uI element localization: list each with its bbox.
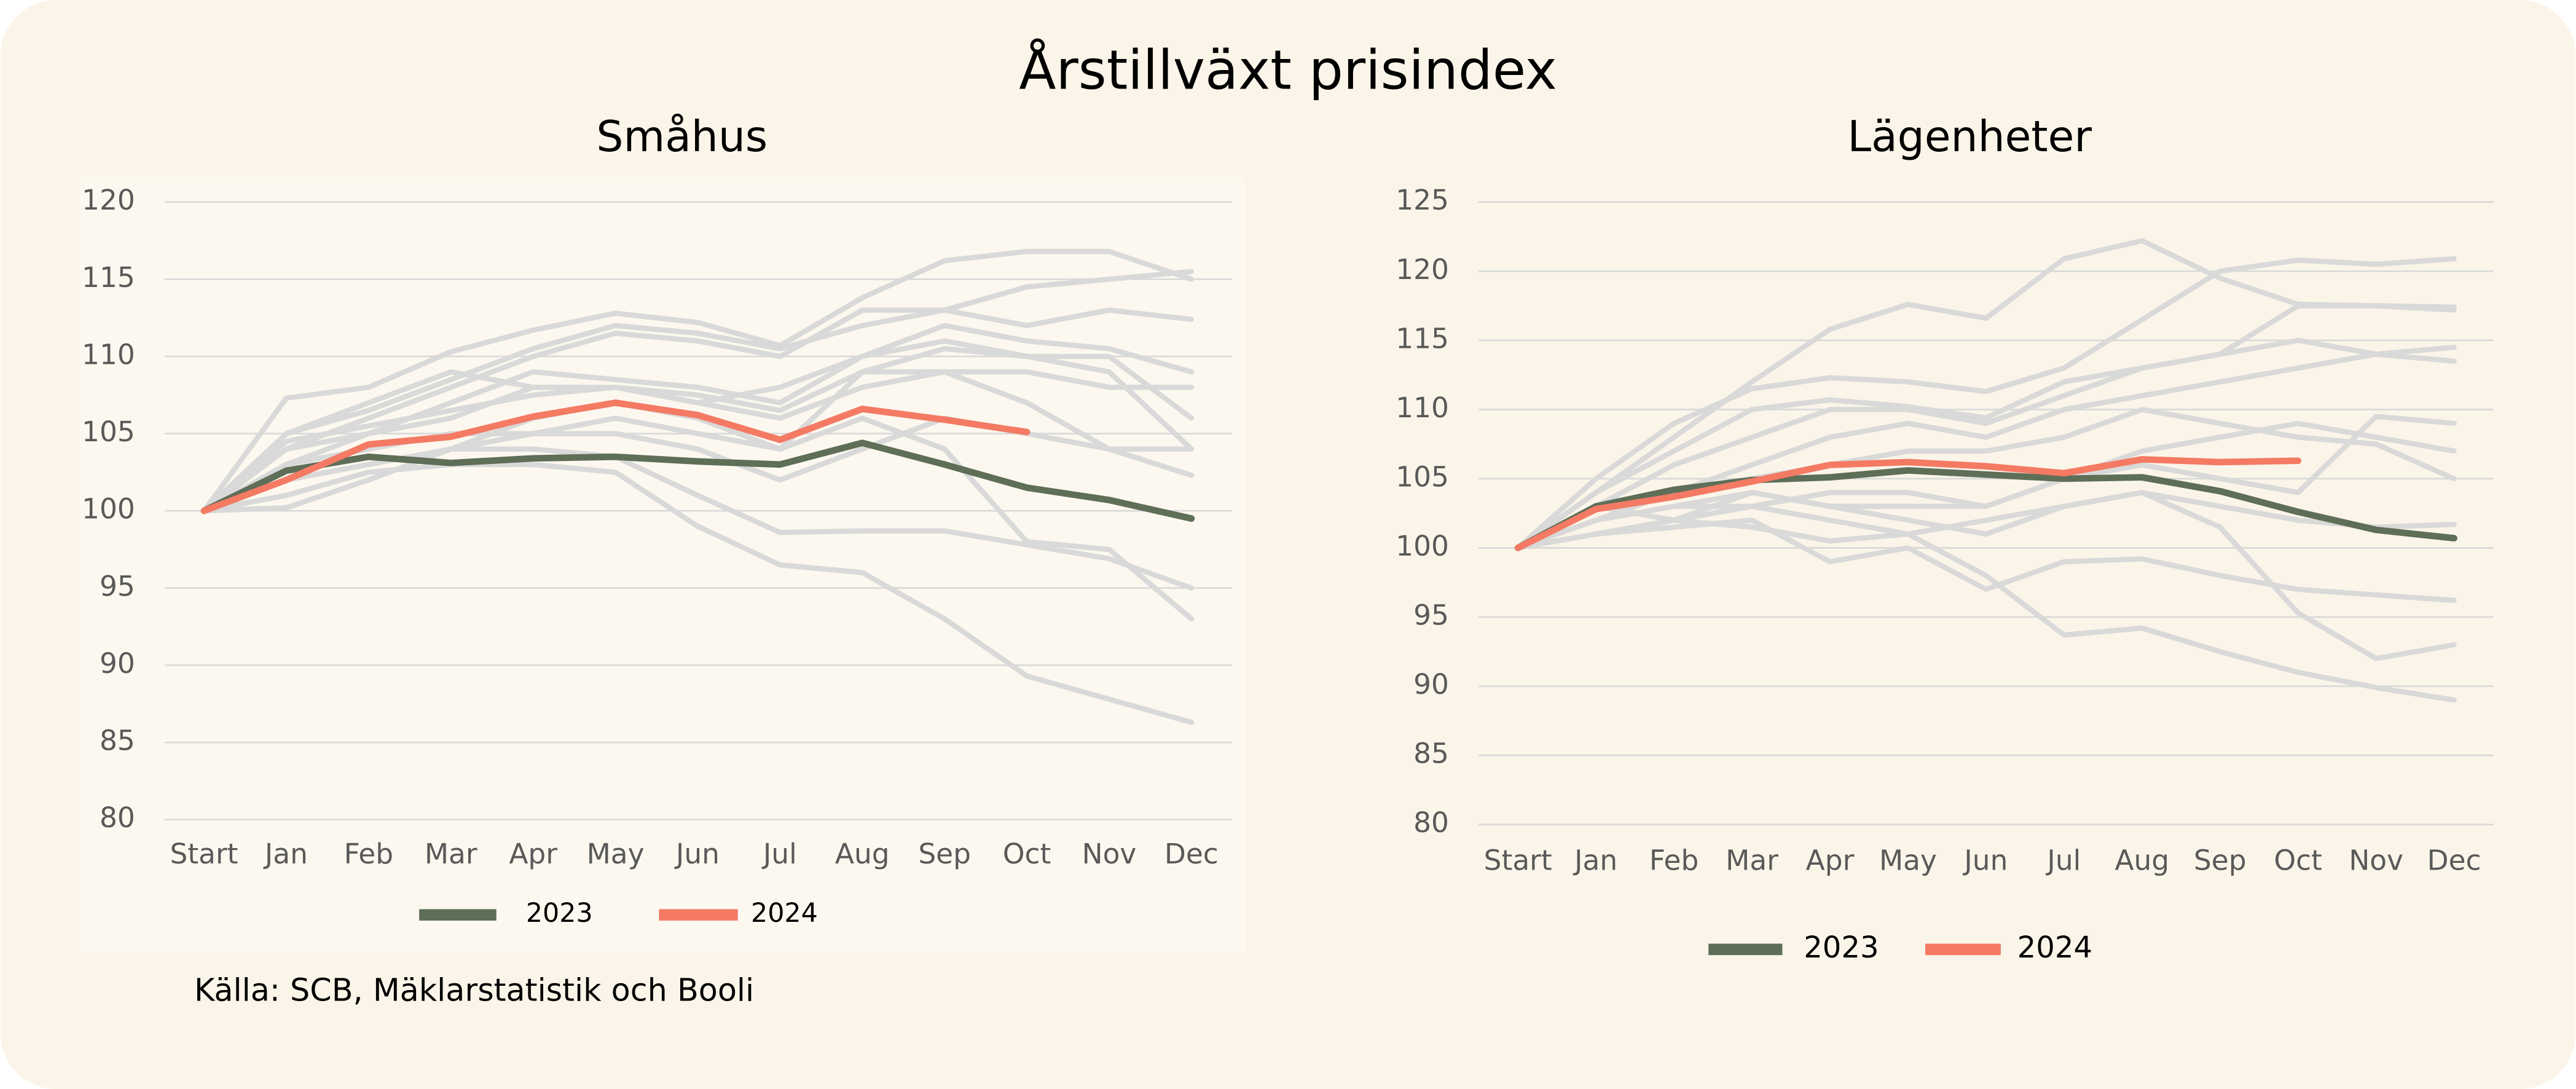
y-tick-label: 110 bbox=[1396, 391, 1449, 424]
x-tick-label: Aug bbox=[835, 838, 890, 870]
y-tick-label: 120 bbox=[1396, 253, 1449, 286]
y-tick-label: 100 bbox=[1396, 530, 1449, 562]
x-tick-label: Dec bbox=[1164, 838, 1219, 870]
x-tick-label: Apr bbox=[1806, 844, 1855, 877]
x-tick-label: Aug bbox=[2115, 844, 2169, 877]
background-line bbox=[201, 462, 1195, 725]
x-tick-label: Sep bbox=[2194, 844, 2247, 877]
background-line bbox=[1515, 337, 2457, 551]
x-tick-label: Feb bbox=[344, 838, 393, 870]
background-line bbox=[201, 415, 1195, 622]
background-line bbox=[1515, 490, 2457, 661]
x-tick-label: Jul bbox=[761, 838, 797, 870]
x-tick-label: Oct bbox=[2274, 844, 2322, 877]
plot-panel bbox=[79, 177, 1246, 953]
x-tick-label: Feb bbox=[1649, 844, 1698, 877]
chart-title: Småhus bbox=[596, 112, 768, 162]
x-tick-label: Jun bbox=[1962, 844, 2008, 877]
chart-title: Lägenheter bbox=[1847, 112, 2092, 162]
y-tick-label: 115 bbox=[1396, 322, 1449, 355]
x-tick-label: Sep bbox=[918, 838, 971, 870]
y-tick-label: 80 bbox=[1413, 806, 1449, 839]
y-tick-label: 125 bbox=[1396, 184, 1449, 216]
y-tick-label: 85 bbox=[100, 725, 135, 757]
y-tick-label: 95 bbox=[1413, 599, 1449, 632]
background-line bbox=[201, 307, 1195, 514]
series-line bbox=[1514, 456, 2302, 551]
legend-label: 2024 bbox=[2017, 930, 2092, 965]
x-tick-label: Jan bbox=[263, 838, 308, 870]
series-line bbox=[200, 439, 1195, 522]
x-tick-label: Oct bbox=[1003, 838, 1051, 870]
x-tick-label: Start bbox=[170, 838, 238, 870]
y-tick-label: 105 bbox=[1396, 460, 1449, 493]
series-line bbox=[200, 399, 1031, 514]
legend-label: 2024 bbox=[751, 898, 818, 929]
y-tick-label: 100 bbox=[82, 493, 135, 525]
background-line bbox=[1515, 414, 2457, 551]
x-tick-label: Apr bbox=[509, 838, 557, 870]
x-tick-label: Nov bbox=[1082, 838, 1137, 870]
y-tick-label: 110 bbox=[82, 338, 135, 371]
background-line bbox=[1515, 303, 2457, 551]
y-tick-label: 115 bbox=[82, 261, 135, 294]
x-tick-label: May bbox=[1879, 844, 1937, 877]
x-tick-label: Nov bbox=[2349, 844, 2403, 877]
x-tick-label: Start bbox=[1484, 844, 1552, 877]
series-line bbox=[1514, 467, 2457, 551]
x-tick-label: Mar bbox=[1726, 844, 1778, 877]
legend-label: 2023 bbox=[1804, 930, 1879, 965]
x-tick-label: Jun bbox=[674, 838, 720, 870]
x-tick-label: Jul bbox=[2045, 844, 2081, 877]
x-tick-label: Jan bbox=[1573, 844, 1617, 877]
y-tick-label: 80 bbox=[100, 801, 135, 834]
y-tick-label: 90 bbox=[100, 647, 135, 680]
legend-label: 2023 bbox=[526, 898, 593, 929]
y-tick-label: 105 bbox=[82, 415, 135, 448]
background-line bbox=[201, 346, 1195, 514]
y-tick-label: 90 bbox=[1413, 668, 1449, 701]
y-tick-label: 120 bbox=[82, 184, 135, 216]
page-title: Årstillväxt prisindex bbox=[1019, 38, 1557, 102]
background-line bbox=[201, 269, 1195, 514]
background-line bbox=[201, 248, 1195, 514]
background-line bbox=[1515, 517, 2457, 603]
y-tick-label: 85 bbox=[1413, 737, 1449, 770]
source-note: Källa: SCB, Mäklarstatistik och Booli bbox=[194, 972, 754, 1008]
x-tick-label: Dec bbox=[2427, 844, 2481, 877]
x-tick-label: Mar bbox=[425, 838, 477, 870]
background-line bbox=[1515, 256, 2457, 551]
y-tick-label: 95 bbox=[100, 570, 135, 602]
x-tick-label: May bbox=[587, 838, 645, 870]
